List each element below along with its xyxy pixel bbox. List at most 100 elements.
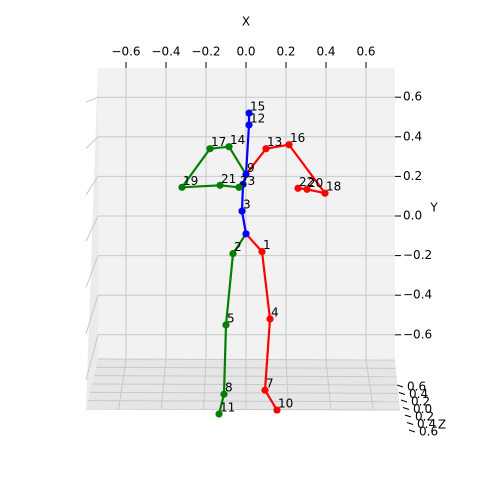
floor-grid-line [89, 391, 399, 394]
joint-label: 5 [227, 311, 235, 325]
joint [229, 250, 237, 258]
joint-label: 20 [308, 176, 323, 190]
floor-grid-line [85, 408, 401, 411]
joint [261, 386, 269, 394]
joint [225, 143, 233, 151]
z-tick [408, 429, 416, 433]
joint-label: 11 [220, 401, 235, 415]
y-tick-label: −0.6 [403, 327, 432, 341]
y-tick-label: 0.6 [403, 90, 422, 104]
floor-grid-line [325, 358, 332, 410]
bone [245, 148, 267, 176]
floor-grid-line [365, 358, 374, 410]
z-tick [402, 407, 410, 410]
joint [273, 406, 281, 414]
joint-label: 16 [290, 131, 305, 145]
floor-grid-line [87, 400, 400, 403]
z-tick-label: 0.4 [409, 387, 428, 401]
floor-grid-line [93, 375, 397, 378]
bone [288, 144, 326, 194]
z-tick [406, 422, 414, 425]
joint [235, 183, 243, 191]
joint-label: 8 [225, 381, 233, 395]
joint [178, 183, 186, 191]
joint [215, 410, 223, 418]
joint [222, 321, 230, 329]
bone [260, 251, 272, 320]
joint-label: 9 [247, 161, 255, 175]
joint-label: 17 [211, 135, 226, 149]
side-grid-line [85, 334, 99, 381]
bone [245, 233, 263, 253]
side-grid-line [85, 136, 99, 149]
bone [232, 233, 247, 255]
x-tick-label: −0.6 [111, 45, 140, 59]
z-tick-label: 0.2 [415, 410, 434, 424]
bone [240, 184, 245, 212]
bone [181, 148, 211, 188]
bone [181, 184, 221, 189]
floor-grid-line [285, 358, 289, 410]
side-grid-line [85, 255, 99, 288]
x-tick-label: −0.4 [151, 45, 180, 59]
z-tick [398, 392, 406, 395]
joint [303, 185, 311, 193]
y-tick-label: 0.2 [403, 169, 422, 183]
joint [242, 170, 250, 179]
side-grid-line [85, 96, 99, 103]
side-grid-line [85, 295, 99, 334]
y-tick-label: 0.0 [403, 209, 422, 223]
joint-label: 14 [230, 133, 245, 147]
z-tick-label: 0.6 [407, 380, 426, 394]
joint-label: 2 [234, 240, 242, 254]
x-tick-label: 0.2 [276, 45, 295, 59]
joint-label: 12 [250, 111, 265, 125]
joint [294, 184, 302, 192]
z-tick [400, 399, 408, 403]
joint [220, 390, 228, 398]
joint-label: 13 [267, 135, 282, 149]
bone [228, 146, 247, 175]
joint [245, 121, 253, 129]
z-axis-label: Z [438, 418, 446, 432]
y-tick-label: −0.4 [403, 288, 432, 302]
bone [222, 324, 228, 395]
joint-label: 19 [183, 174, 198, 188]
floor-grid-line [91, 383, 398, 386]
y-axis-label: Y [429, 201, 438, 215]
y-tick-label: −0.2 [403, 248, 432, 262]
joint [266, 315, 274, 323]
floor-grid-line [95, 366, 396, 369]
x-tick-label: 0.4 [316, 45, 335, 59]
joint-label: 3 [243, 198, 251, 212]
z-tick [396, 384, 404, 388]
joint-label: 22 [299, 175, 314, 189]
z-tick-label: 0.6 [419, 425, 438, 439]
bone [244, 124, 251, 175]
joint [285, 141, 293, 149]
joint [258, 248, 266, 256]
z-tick-label: 0.0 [413, 402, 432, 416]
side-grid-line [85, 215, 99, 242]
z-tick [404, 414, 412, 418]
z-tick-label: 0.4 [417, 417, 436, 431]
joint [262, 145, 270, 153]
joint-label: 7 [266, 377, 274, 391]
joint [238, 207, 246, 215]
joint [216, 181, 224, 189]
z-tick-label: 0.2 [411, 395, 430, 409]
bone [224, 253, 235, 326]
bone [264, 389, 278, 411]
bone [240, 210, 248, 235]
x-tick-label: 0.0 [236, 45, 255, 59]
joint-label: 4 [271, 305, 279, 319]
x-axis-label: X [242, 15, 250, 29]
joint-label: 15 [250, 100, 265, 114]
joint-label: 23 [240, 174, 255, 188]
joint-label: 21 [221, 172, 236, 186]
joint [321, 189, 329, 197]
joint [242, 230, 250, 238]
bone [263, 318, 272, 391]
x-tick-label: 0.6 [356, 45, 375, 59]
